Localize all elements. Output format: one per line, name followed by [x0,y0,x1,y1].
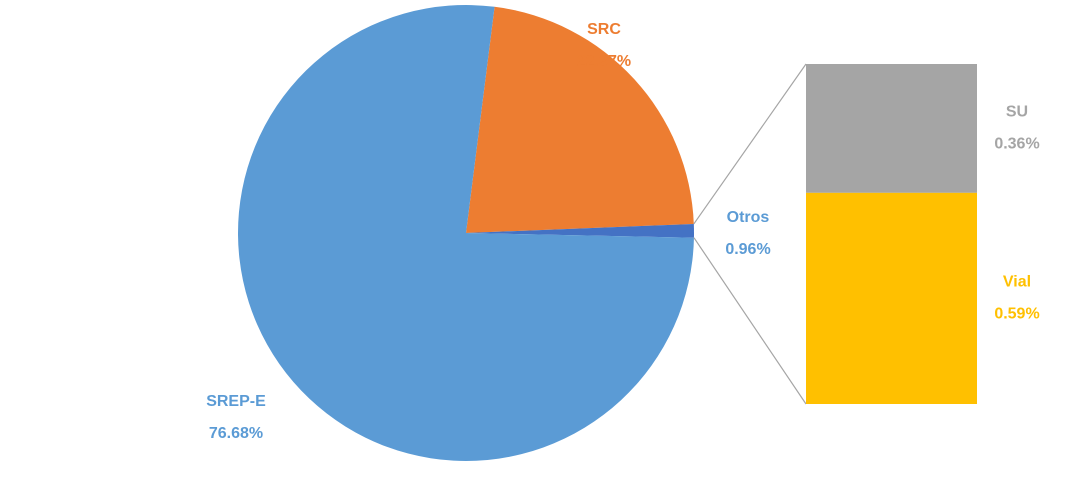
connector-line [693,237,807,405]
bar-value-label: 0.36% [994,136,1039,153]
pie-slice [238,5,694,462]
bar-label: SU [1006,104,1028,121]
slice-value-label: 76.68% [209,425,263,442]
slice-label: Otros [727,209,770,226]
bar-value-label: 0.59% [994,306,1039,323]
bar-segment [806,64,977,193]
connector-line [693,63,807,225]
slice-label: SREP-E [206,393,266,410]
bar-segment [806,192,977,404]
slice-value-label: 0.96% [725,241,770,258]
pie-slice [466,223,695,238]
bar-label: Vial [1003,274,1031,291]
slice-value-label: 22.37% [577,53,631,70]
slice-label: SRC [587,21,621,38]
pie-slice [466,6,694,233]
